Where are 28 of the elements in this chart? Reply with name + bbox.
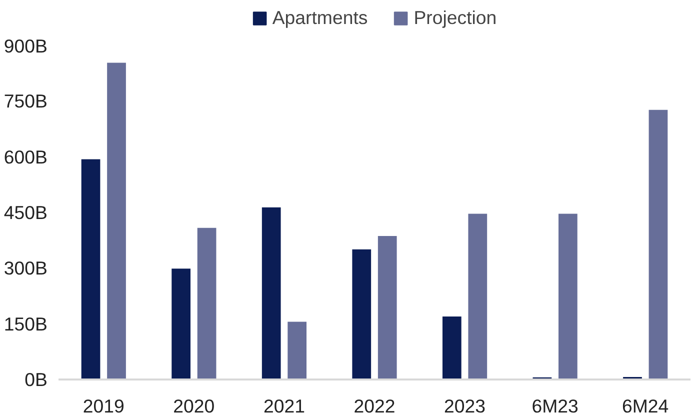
- x-tick-label: 2022: [354, 396, 396, 416]
- x-tick-label: 2023: [444, 396, 486, 416]
- x-tick-label: 2019: [82, 396, 124, 416]
- legend-label: Apartments: [272, 6, 368, 28]
- bar: [170, 268, 192, 380]
- y-tick-label: 150B: [4, 313, 48, 334]
- y-tick-label: 300B: [4, 258, 48, 279]
- bar: [376, 235, 398, 380]
- bar: [286, 320, 308, 380]
- y-tick-label: 750B: [4, 90, 48, 112]
- legend-label: Projection: [414, 6, 497, 28]
- bar: [351, 248, 372, 380]
- bar: [196, 226, 218, 380]
- y-tick-label: 900B: [4, 36, 48, 56]
- x-tick-label: 6M23: [532, 396, 578, 416]
- bar: [260, 206, 282, 380]
- y-tick-label: 600B: [4, 146, 48, 168]
- bar: [467, 212, 488, 380]
- y-tick-label: 450B: [4, 202, 48, 223]
- bar: [648, 108, 669, 380]
- bar: [441, 316, 462, 380]
- y-tick-label: 0B: [24, 369, 48, 390]
- x-tick-label: 2020: [173, 396, 215, 416]
- bar: [80, 158, 102, 380]
- bar: [106, 62, 127, 380]
- x-tick-label: 2021: [263, 396, 305, 416]
- x-tick-label: 6M24: [622, 396, 669, 416]
- bar: [558, 212, 578, 380]
